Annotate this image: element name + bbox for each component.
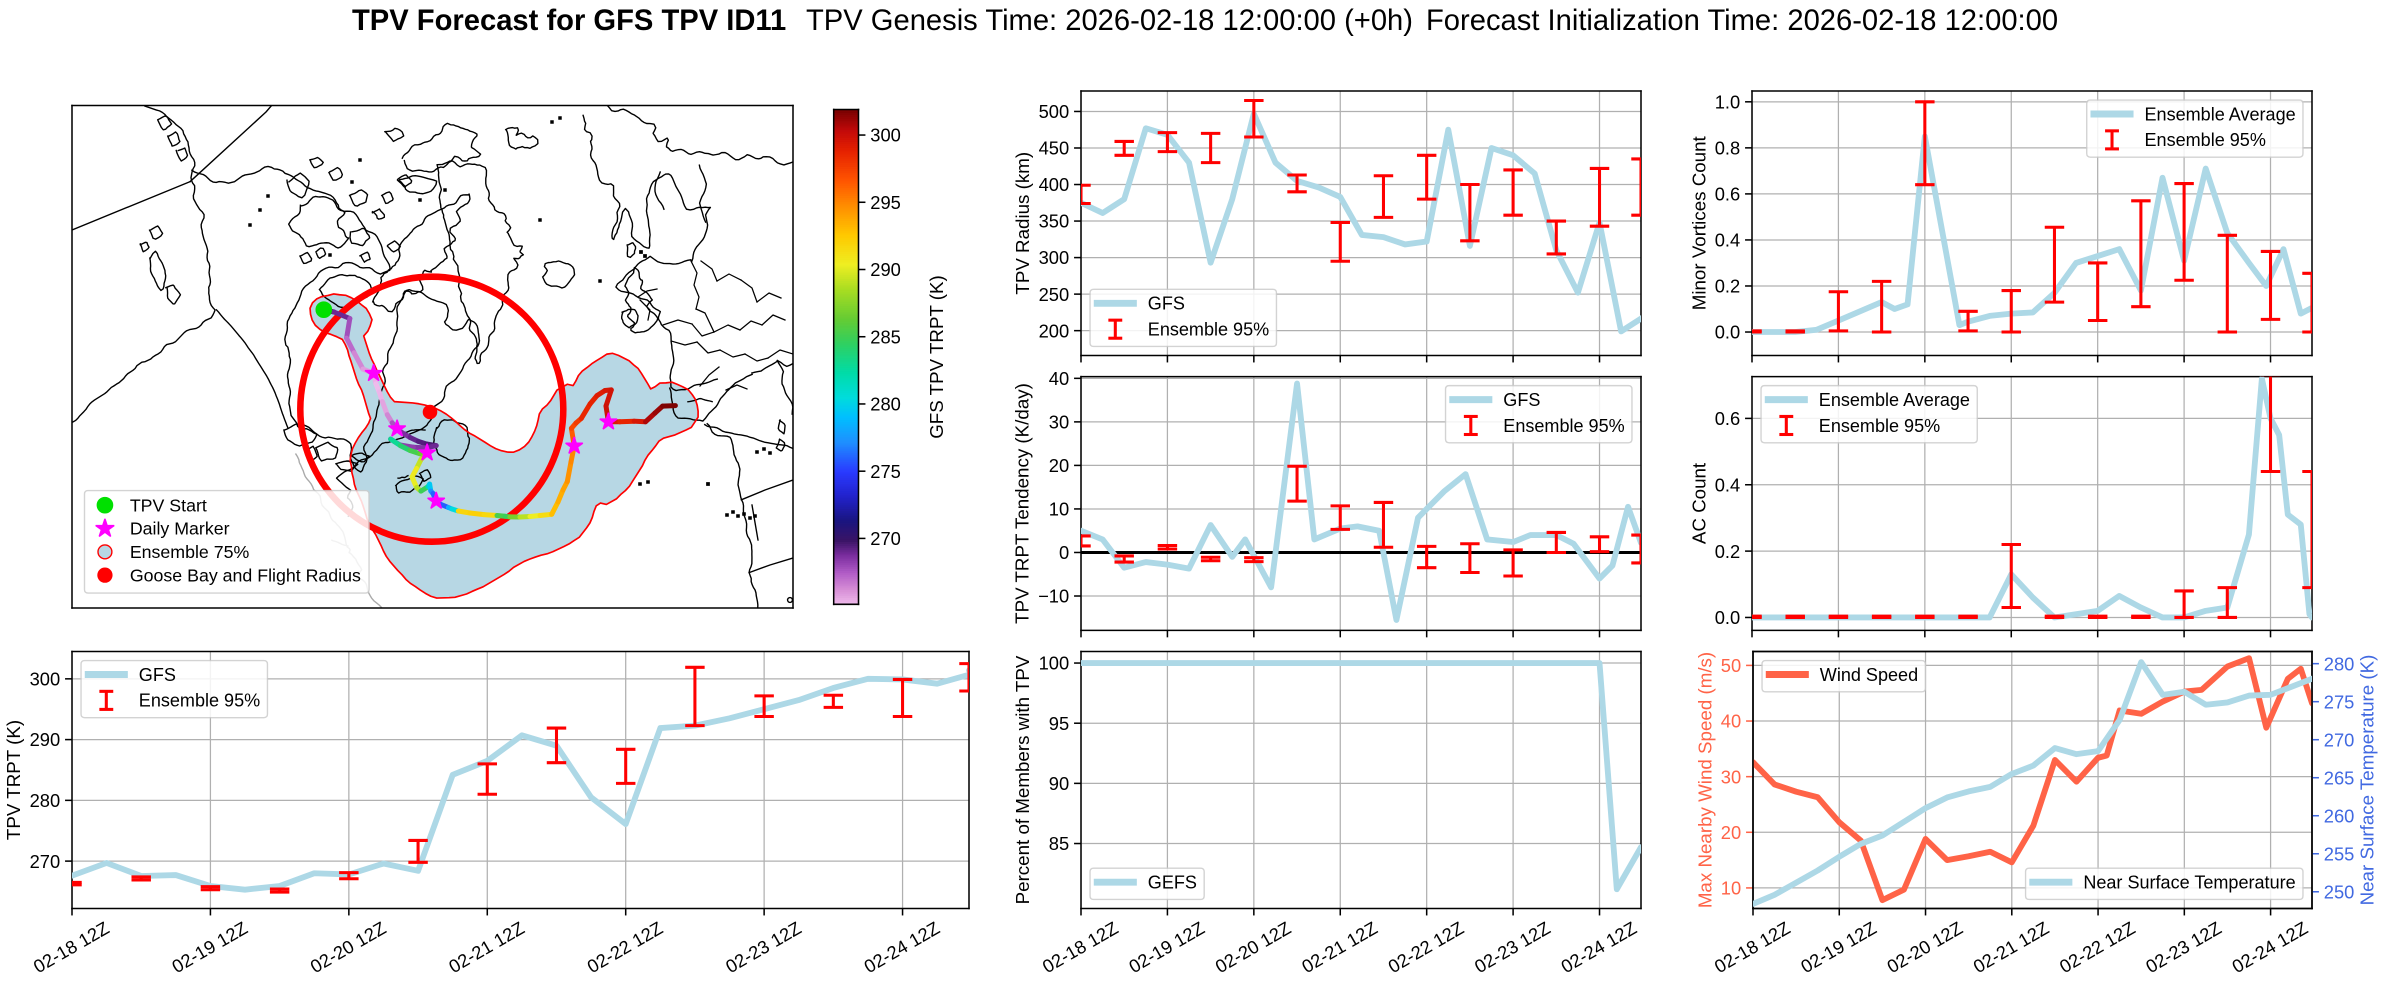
svg-text:85: 85 xyxy=(1049,833,1069,854)
svg-text:0.0: 0.0 xyxy=(1715,322,1740,343)
svg-text:270: 270 xyxy=(30,851,61,872)
svg-text:255: 255 xyxy=(2324,843,2355,864)
svg-text:10: 10 xyxy=(1721,878,1741,899)
svg-text:270: 270 xyxy=(2324,729,2355,750)
svg-text:Percent of Members with TPV: Percent of Members with TPV xyxy=(1012,655,1033,904)
svg-text:GEFS: GEFS xyxy=(1148,873,1197,893)
svg-text:TPV Radius (km): TPV Radius (km) xyxy=(1012,152,1033,295)
svg-text:−10: −10 xyxy=(1038,586,1069,607)
svg-text:295: 295 xyxy=(870,192,901,213)
svg-text:Forecast Initialization Time:: Forecast Initialization Time: 2026-02-18… xyxy=(1426,5,2058,37)
svg-text:10: 10 xyxy=(1049,499,1069,520)
svg-text:95: 95 xyxy=(1049,713,1069,734)
svg-text:300: 300 xyxy=(30,668,61,689)
svg-text:0.8: 0.8 xyxy=(1715,138,1740,159)
svg-text:AC Count: AC Count xyxy=(1688,462,1709,544)
svg-text:40: 40 xyxy=(1721,711,1741,732)
svg-text:Near Surface Temperature (K): Near Surface Temperature (K) xyxy=(2357,655,2378,906)
svg-text:0: 0 xyxy=(1059,542,1069,563)
svg-text:0.2: 0.2 xyxy=(1715,276,1740,297)
svg-text:Ensemble Average: Ensemble Average xyxy=(1819,390,1970,410)
svg-text:Ensemble 95%: Ensemble 95% xyxy=(1148,320,1269,340)
svg-text:300: 300 xyxy=(870,125,901,146)
svg-text:TPV TRPT (K): TPV TRPT (K) xyxy=(3,720,24,840)
svg-text:Ensemble 95%: Ensemble 95% xyxy=(139,691,260,711)
svg-text:280: 280 xyxy=(30,790,61,811)
svg-text:Wind Speed: Wind Speed xyxy=(1820,665,1918,685)
svg-text:GFS TPV TRPT (K): GFS TPV TRPT (K) xyxy=(926,275,947,439)
svg-text:Ensemble Average: Ensemble Average xyxy=(2145,104,2296,124)
svg-text:0.4: 0.4 xyxy=(1715,474,1740,495)
svg-text:0.6: 0.6 xyxy=(1715,184,1740,205)
svg-text:90: 90 xyxy=(1049,773,1069,794)
svg-text:GFS: GFS xyxy=(1503,390,1540,410)
svg-text:GFS: GFS xyxy=(1148,294,1185,314)
svg-text:400: 400 xyxy=(1039,174,1070,195)
svg-text:TPV Genesis Time: 2026-02-18 1: TPV Genesis Time: 2026-02-18 12:00:00 (+… xyxy=(806,5,1413,37)
svg-text:285: 285 xyxy=(870,326,901,347)
svg-text:200: 200 xyxy=(1039,320,1070,341)
svg-text:40: 40 xyxy=(1049,368,1069,389)
svg-text:250: 250 xyxy=(2324,881,2355,902)
svg-text:100: 100 xyxy=(1039,653,1070,674)
svg-text:300: 300 xyxy=(1039,247,1070,268)
svg-text:0.4: 0.4 xyxy=(1715,230,1740,251)
svg-text:500: 500 xyxy=(1039,101,1070,122)
svg-text:280: 280 xyxy=(870,394,901,415)
svg-text:GFS: GFS xyxy=(139,665,176,685)
svg-text:Ensemble 95%: Ensemble 95% xyxy=(1819,416,1940,436)
svg-text:275: 275 xyxy=(2324,691,2355,712)
svg-text:290: 290 xyxy=(870,259,901,280)
svg-text:Ensemble 75%: Ensemble 75% xyxy=(130,542,250,562)
svg-text:350: 350 xyxy=(1039,211,1070,232)
svg-text:265: 265 xyxy=(2324,767,2355,788)
svg-text:450: 450 xyxy=(1039,138,1070,159)
svg-text:TPV TRPT Tendency (K/day): TPV TRPT Tendency (K/day) xyxy=(1012,383,1033,624)
svg-text:Max Nearby Wind Speed (m/s): Max Nearby Wind Speed (m/s) xyxy=(1694,652,1715,908)
svg-text:1.0: 1.0 xyxy=(1715,91,1740,112)
svg-text:30: 30 xyxy=(1721,766,1741,787)
svg-text:Ensemble 95%: Ensemble 95% xyxy=(1503,416,1624,436)
svg-text:50: 50 xyxy=(1721,655,1741,676)
svg-text:270: 270 xyxy=(870,528,901,549)
svg-text:260: 260 xyxy=(2324,805,2355,826)
svg-text:TPV Start: TPV Start xyxy=(130,495,207,515)
svg-text:TPV Forecast for GFS TPV ID11: TPV Forecast for GFS TPV ID11 xyxy=(352,5,786,37)
svg-text:30: 30 xyxy=(1049,412,1069,433)
svg-text:Near Surface Temperature: Near Surface Temperature xyxy=(2083,873,2295,893)
svg-text:0.0: 0.0 xyxy=(1715,607,1740,628)
svg-text:20: 20 xyxy=(1721,822,1741,843)
svg-text:0.6: 0.6 xyxy=(1715,408,1740,429)
svg-text:Ensemble 95%: Ensemble 95% xyxy=(2145,130,2266,150)
svg-text:250: 250 xyxy=(1039,284,1070,305)
svg-text:0.2: 0.2 xyxy=(1715,541,1740,562)
svg-text:290: 290 xyxy=(30,729,61,750)
svg-text:20: 20 xyxy=(1049,455,1069,476)
svg-text:Daily Marker: Daily Marker xyxy=(130,519,230,539)
svg-text:Goose Bay and Flight Radius: Goose Bay and Flight Radius xyxy=(130,565,361,585)
svg-text:Minor Vortices Count: Minor Vortices Count xyxy=(1688,135,1709,310)
svg-text:280: 280 xyxy=(2324,653,2355,674)
svg-text:275: 275 xyxy=(870,461,901,482)
